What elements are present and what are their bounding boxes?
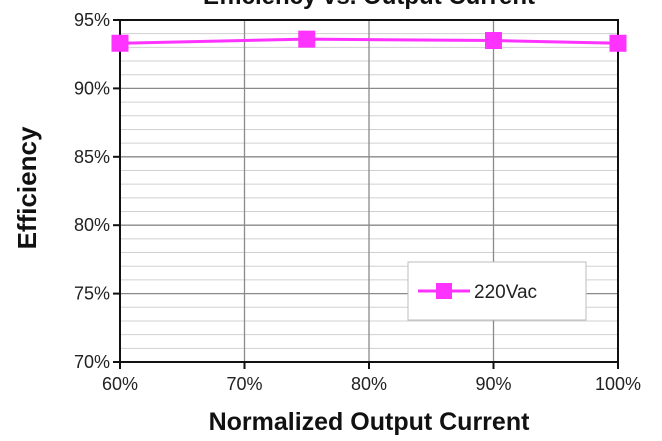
y-axis-ticks: 70% 75% 80% 85% 90% 95% — [74, 10, 120, 372]
series-line-220vac — [119, 37, 619, 45]
data-point-marker — [111, 34, 129, 52]
y-tick-label: 85% — [74, 147, 110, 167]
series-layer — [111, 30, 627, 52]
x-tick-label: 100% — [595, 374, 641, 394]
x-tick-label: 60% — [102, 374, 138, 394]
x-axis-ticks: 60% 70% 80% 90% 100% — [102, 362, 641, 394]
y-tick-label: 80% — [74, 215, 110, 235]
y-axis-title: Efficiency — [12, 126, 42, 249]
y-tick-label: 70% — [74, 352, 110, 372]
y-tick-label: 95% — [74, 10, 110, 30]
data-point-marker — [298, 30, 316, 48]
data-point-marker — [485, 32, 502, 50]
data-point-marker — [609, 34, 627, 52]
y-tick-label: 75% — [74, 284, 110, 304]
legend-marker-220vac — [436, 283, 452, 299]
chart-title: Efficiency vs. Output Current — [203, 0, 535, 10]
x-tick-label: 80% — [351, 374, 387, 394]
legend: 220Vac — [407, 261, 587, 321]
grid-lines — [120, 20, 618, 362]
y-tick-label: 90% — [74, 78, 110, 98]
x-tick-label: 70% — [226, 374, 262, 394]
x-axis-title: Normalized Output Current — [209, 408, 531, 436]
x-tick-label: 90% — [475, 374, 511, 394]
legend-label-220vac: 220Vac — [474, 282, 537, 303]
